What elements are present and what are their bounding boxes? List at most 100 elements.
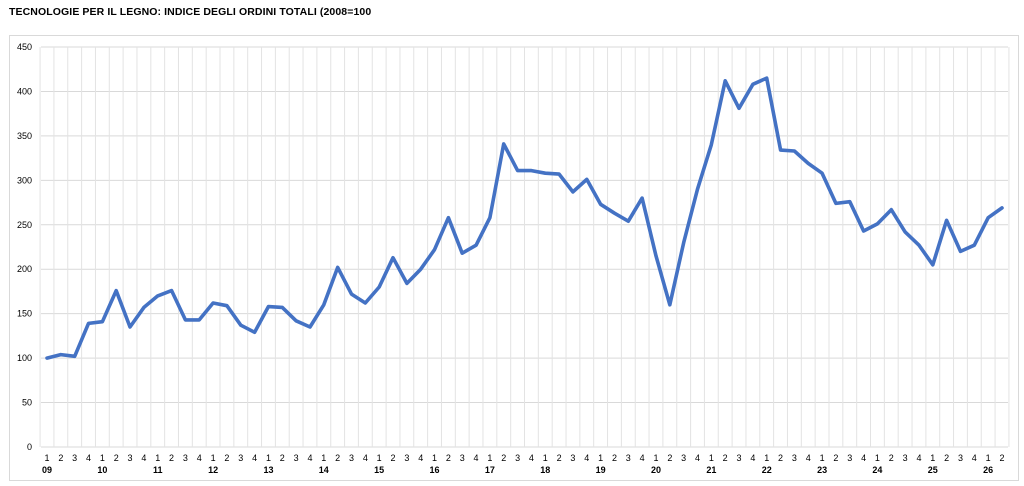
- data-point: [378, 286, 380, 288]
- data-point: [447, 216, 449, 218]
- x-tick-label: 1: [764, 453, 769, 463]
- data-point: [184, 319, 186, 321]
- x-tick-label: 1: [487, 453, 492, 463]
- x-tick-label: 4: [363, 453, 368, 463]
- x-tick-label: 4: [197, 453, 202, 463]
- data-point: [240, 324, 242, 326]
- data-point: [87, 322, 89, 324]
- x-tick-label: 3: [238, 453, 243, 463]
- x-tick-label: 4: [418, 453, 423, 463]
- x-tick-label: 2: [667, 453, 672, 463]
- x-tick-label: 2: [335, 453, 340, 463]
- data-point: [323, 304, 325, 306]
- data-point: [849, 200, 851, 202]
- data-point: [336, 266, 338, 268]
- x-tick-label: 2: [612, 453, 617, 463]
- x-year-label: 10: [97, 465, 107, 475]
- x-tick-label: 3: [903, 453, 908, 463]
- x-tick-label: 4: [141, 453, 146, 463]
- x-tick-label: 2: [114, 453, 119, 463]
- data-point: [682, 241, 684, 243]
- data-point: [115, 289, 117, 291]
- y-tick-label: 150: [17, 309, 32, 319]
- x-year-label: 11: [153, 465, 163, 475]
- data-point: [295, 320, 297, 322]
- x-year-label: 24: [872, 465, 882, 475]
- data-point: [738, 107, 740, 109]
- data-point: [696, 188, 698, 190]
- data-point: [724, 80, 726, 82]
- data-point: [613, 212, 615, 214]
- x-tick-label: 2: [58, 453, 63, 463]
- data-point: [46, 357, 48, 359]
- x-year-label: 14: [319, 465, 329, 475]
- plot-area: [45, 76, 1004, 360]
- y-tick-label: 250: [17, 220, 32, 230]
- x-tick-label: 1: [543, 453, 548, 463]
- x-year-label: 13: [263, 465, 273, 475]
- data-point: [281, 306, 283, 308]
- x-tick-label: 3: [460, 453, 465, 463]
- data-point: [793, 150, 795, 152]
- x-year-label: 26: [983, 465, 993, 475]
- data-point: [392, 256, 394, 258]
- data-point: [544, 172, 546, 174]
- y-tick-label: 100: [17, 353, 32, 363]
- x-tick-label: 3: [294, 453, 299, 463]
- x-tick-label: 1: [930, 453, 935, 463]
- data-point: [890, 208, 892, 210]
- data-point: [101, 320, 103, 322]
- data-point: [987, 216, 989, 218]
- data-point: [143, 306, 145, 308]
- data-point: [129, 326, 131, 328]
- data-point: [655, 255, 657, 257]
- data-point: [364, 302, 366, 304]
- x-tick-label: 3: [626, 453, 631, 463]
- data-point: [253, 331, 255, 333]
- data-point: [779, 149, 781, 151]
- chart-frame: [9, 35, 1019, 481]
- x-tick-label: 1: [875, 453, 880, 463]
- x-tick-label: 4: [806, 453, 811, 463]
- data-point: [572, 191, 574, 193]
- x-tick-label: 2: [224, 453, 229, 463]
- x-tick-label: 3: [958, 453, 963, 463]
- data-point: [516, 169, 518, 171]
- data-point: [945, 219, 947, 221]
- data-point: [959, 250, 961, 252]
- gridlines: [39, 46, 1010, 448]
- data-point: [350, 293, 352, 295]
- data-point: [558, 173, 560, 175]
- x-tick-label: 1: [598, 453, 603, 463]
- y-tick-label: 200: [17, 264, 32, 274]
- data-point: [73, 355, 75, 357]
- data-point: [170, 289, 172, 291]
- x-tick-label: 4: [474, 453, 479, 463]
- data-point: [419, 268, 421, 270]
- x-tick-label: 4: [584, 453, 589, 463]
- x-year-label: 23: [817, 465, 827, 475]
- y-tick-label: 300: [17, 175, 32, 185]
- data-point: [710, 144, 712, 146]
- x-year-label: 25: [928, 465, 938, 475]
- data-point: [973, 244, 975, 246]
- x-tick-label: 4: [529, 453, 534, 463]
- data-point: [461, 252, 463, 254]
- data-point: [406, 282, 408, 284]
- x-year-label: 22: [762, 465, 772, 475]
- data-point: [475, 244, 477, 246]
- y-tick-label: 400: [17, 86, 32, 96]
- y-axis-labels: 0 50 100 150 200 250 300 350 400 450: [17, 42, 32, 452]
- data-point: [918, 244, 920, 246]
- x-tick-label: 1: [653, 453, 658, 463]
- x-tick-label: 3: [404, 453, 409, 463]
- x-year-label: 20: [651, 465, 661, 475]
- x-tick-label: 2: [501, 453, 506, 463]
- data-point: [835, 202, 837, 204]
- x-tick-label: 4: [972, 453, 977, 463]
- x-tick-label: 2: [169, 453, 174, 463]
- x-year-label: 09: [42, 465, 52, 475]
- data-point: [503, 143, 505, 145]
- data-point: [807, 162, 809, 164]
